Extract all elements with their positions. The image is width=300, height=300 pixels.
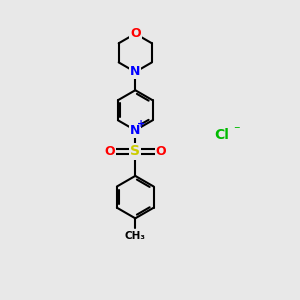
Text: CH₃: CH₃ (125, 231, 146, 241)
Text: O: O (130, 27, 141, 40)
Text: ⁻: ⁻ (233, 124, 239, 137)
Text: O: O (104, 145, 115, 158)
Text: Cl: Cl (215, 128, 230, 142)
Text: N: N (130, 124, 140, 137)
Text: +: + (137, 119, 145, 129)
Text: N: N (130, 65, 140, 79)
Text: S: S (130, 145, 140, 158)
Text: O: O (156, 145, 166, 158)
